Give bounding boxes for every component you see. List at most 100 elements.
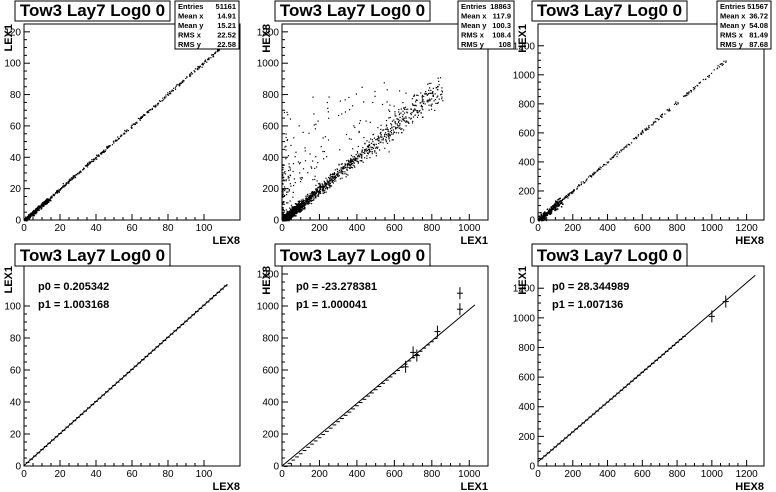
scatter-point bbox=[194, 71, 196, 73]
scatter-point bbox=[561, 201, 563, 204]
scatter-point bbox=[544, 213, 546, 215]
x-tick-label: 1200 bbox=[735, 223, 758, 234]
scatter-point bbox=[178, 84, 180, 86]
scatter-point bbox=[377, 146, 379, 148]
scatter-point bbox=[310, 199, 312, 202]
scatter-point bbox=[605, 164, 607, 166]
scatter-point bbox=[302, 202, 304, 204]
scatter-point bbox=[399, 122, 401, 125]
scatter-point bbox=[296, 203, 298, 206]
scatter-point bbox=[384, 132, 387, 134]
scatter-point bbox=[642, 131, 644, 133]
scatter-point bbox=[405, 116, 407, 118]
scatter-point bbox=[362, 161, 364, 163]
scatter-point bbox=[567, 197, 569, 199]
scatter-point bbox=[349, 165, 351, 167]
scatter-point bbox=[372, 146, 374, 149]
scatter-point bbox=[424, 103, 426, 105]
scatter-point bbox=[337, 173, 340, 175]
scatter-point bbox=[314, 193, 317, 195]
scatter-point bbox=[427, 101, 429, 103]
scatter-point bbox=[327, 187, 329, 189]
chart-title: Tow3 Lay7 Log0 0 bbox=[537, 1, 682, 20]
scatter-point bbox=[550, 209, 552, 211]
scatter-point bbox=[297, 205, 299, 208]
scatter-point bbox=[291, 211, 294, 213]
scatter-point bbox=[47, 201, 49, 203]
scatter-point bbox=[51, 197, 53, 199]
scatter-point bbox=[556, 208, 559, 210]
scatter-point bbox=[380, 134, 382, 136]
scatter-point bbox=[641, 129, 644, 132]
scatter-point bbox=[286, 139, 288, 142]
scatter-point bbox=[284, 194, 286, 196]
scatter-point bbox=[303, 203, 305, 205]
scatter-point bbox=[669, 110, 671, 112]
scatter-point bbox=[100, 152, 102, 154]
y-tick-label: 40 bbox=[10, 153, 22, 164]
scatter-point bbox=[204, 60, 207, 63]
scatter-point bbox=[413, 104, 415, 107]
stats-value: 15.21 bbox=[217, 21, 236, 30]
scatter-point bbox=[311, 192, 313, 194]
scatter-point bbox=[87, 163, 89, 165]
scatter-point bbox=[97, 154, 100, 157]
scatter-point bbox=[314, 197, 316, 199]
scatter-point bbox=[307, 195, 309, 198]
scatter-point bbox=[368, 150, 370, 152]
x-tick-label: 1000 bbox=[701, 469, 724, 480]
scatter-point bbox=[421, 100, 424, 102]
scatter-point bbox=[55, 192, 57, 194]
scatter-point bbox=[388, 137, 390, 139]
scatter-point bbox=[298, 204, 300, 207]
scatter-point bbox=[148, 111, 150, 113]
scatter-point bbox=[414, 109, 416, 111]
scatter-point bbox=[282, 188, 284, 191]
scatter-point bbox=[421, 101, 423, 103]
scatter-point bbox=[24, 219, 26, 221]
scatter-point bbox=[354, 159, 356, 162]
scatter-point bbox=[578, 185, 580, 187]
scatter-point bbox=[640, 132, 642, 134]
scatter-point bbox=[373, 143, 375, 145]
y-tick-label: 1200 bbox=[513, 284, 536, 295]
scatter-point bbox=[434, 93, 436, 95]
scatter-point bbox=[217, 51, 219, 53]
scatter-point bbox=[412, 120, 414, 122]
scatter-point bbox=[293, 212, 296, 214]
scatter-point bbox=[402, 107, 405, 109]
scatter-point bbox=[381, 103, 384, 106]
scatter-point bbox=[325, 177, 327, 179]
x-tick-label: 400 bbox=[599, 223, 616, 234]
scatter-point bbox=[87, 162, 89, 164]
scatter-point bbox=[439, 94, 442, 96]
chart-title: Tow3 Lay7 Log0 0 bbox=[537, 246, 682, 265]
scatter-point bbox=[394, 120, 396, 123]
scatter-point bbox=[328, 117, 330, 119]
scatter-point bbox=[311, 193, 313, 195]
scatter-point bbox=[358, 155, 360, 157]
scatter-point bbox=[127, 130, 130, 132]
scatter-point bbox=[28, 218, 30, 220]
scatter-point bbox=[437, 102, 439, 104]
scatter-point bbox=[73, 174, 75, 177]
chart-title-box bbox=[531, 0, 688, 22]
scatter-point bbox=[625, 145, 627, 147]
scatter-point bbox=[340, 167, 343, 169]
scatter-point bbox=[35, 212, 37, 215]
scatter-point bbox=[441, 98, 443, 100]
scatter-point bbox=[38, 208, 40, 211]
scatter-point bbox=[358, 130, 360, 133]
scatter-point bbox=[394, 115, 396, 117]
scatter-point bbox=[563, 198, 565, 200]
scatter-point bbox=[303, 205, 305, 207]
scatter-point bbox=[97, 154, 100, 156]
scatter-point bbox=[44, 203, 46, 205]
scatter-point bbox=[441, 87, 443, 89]
scatter-point bbox=[299, 162, 301, 164]
scatter-point bbox=[379, 132, 381, 134]
scatter-point bbox=[151, 108, 154, 111]
scatter-point bbox=[291, 210, 294, 212]
stats-label: RMS x bbox=[720, 31, 744, 40]
scatter-point bbox=[324, 182, 327, 184]
